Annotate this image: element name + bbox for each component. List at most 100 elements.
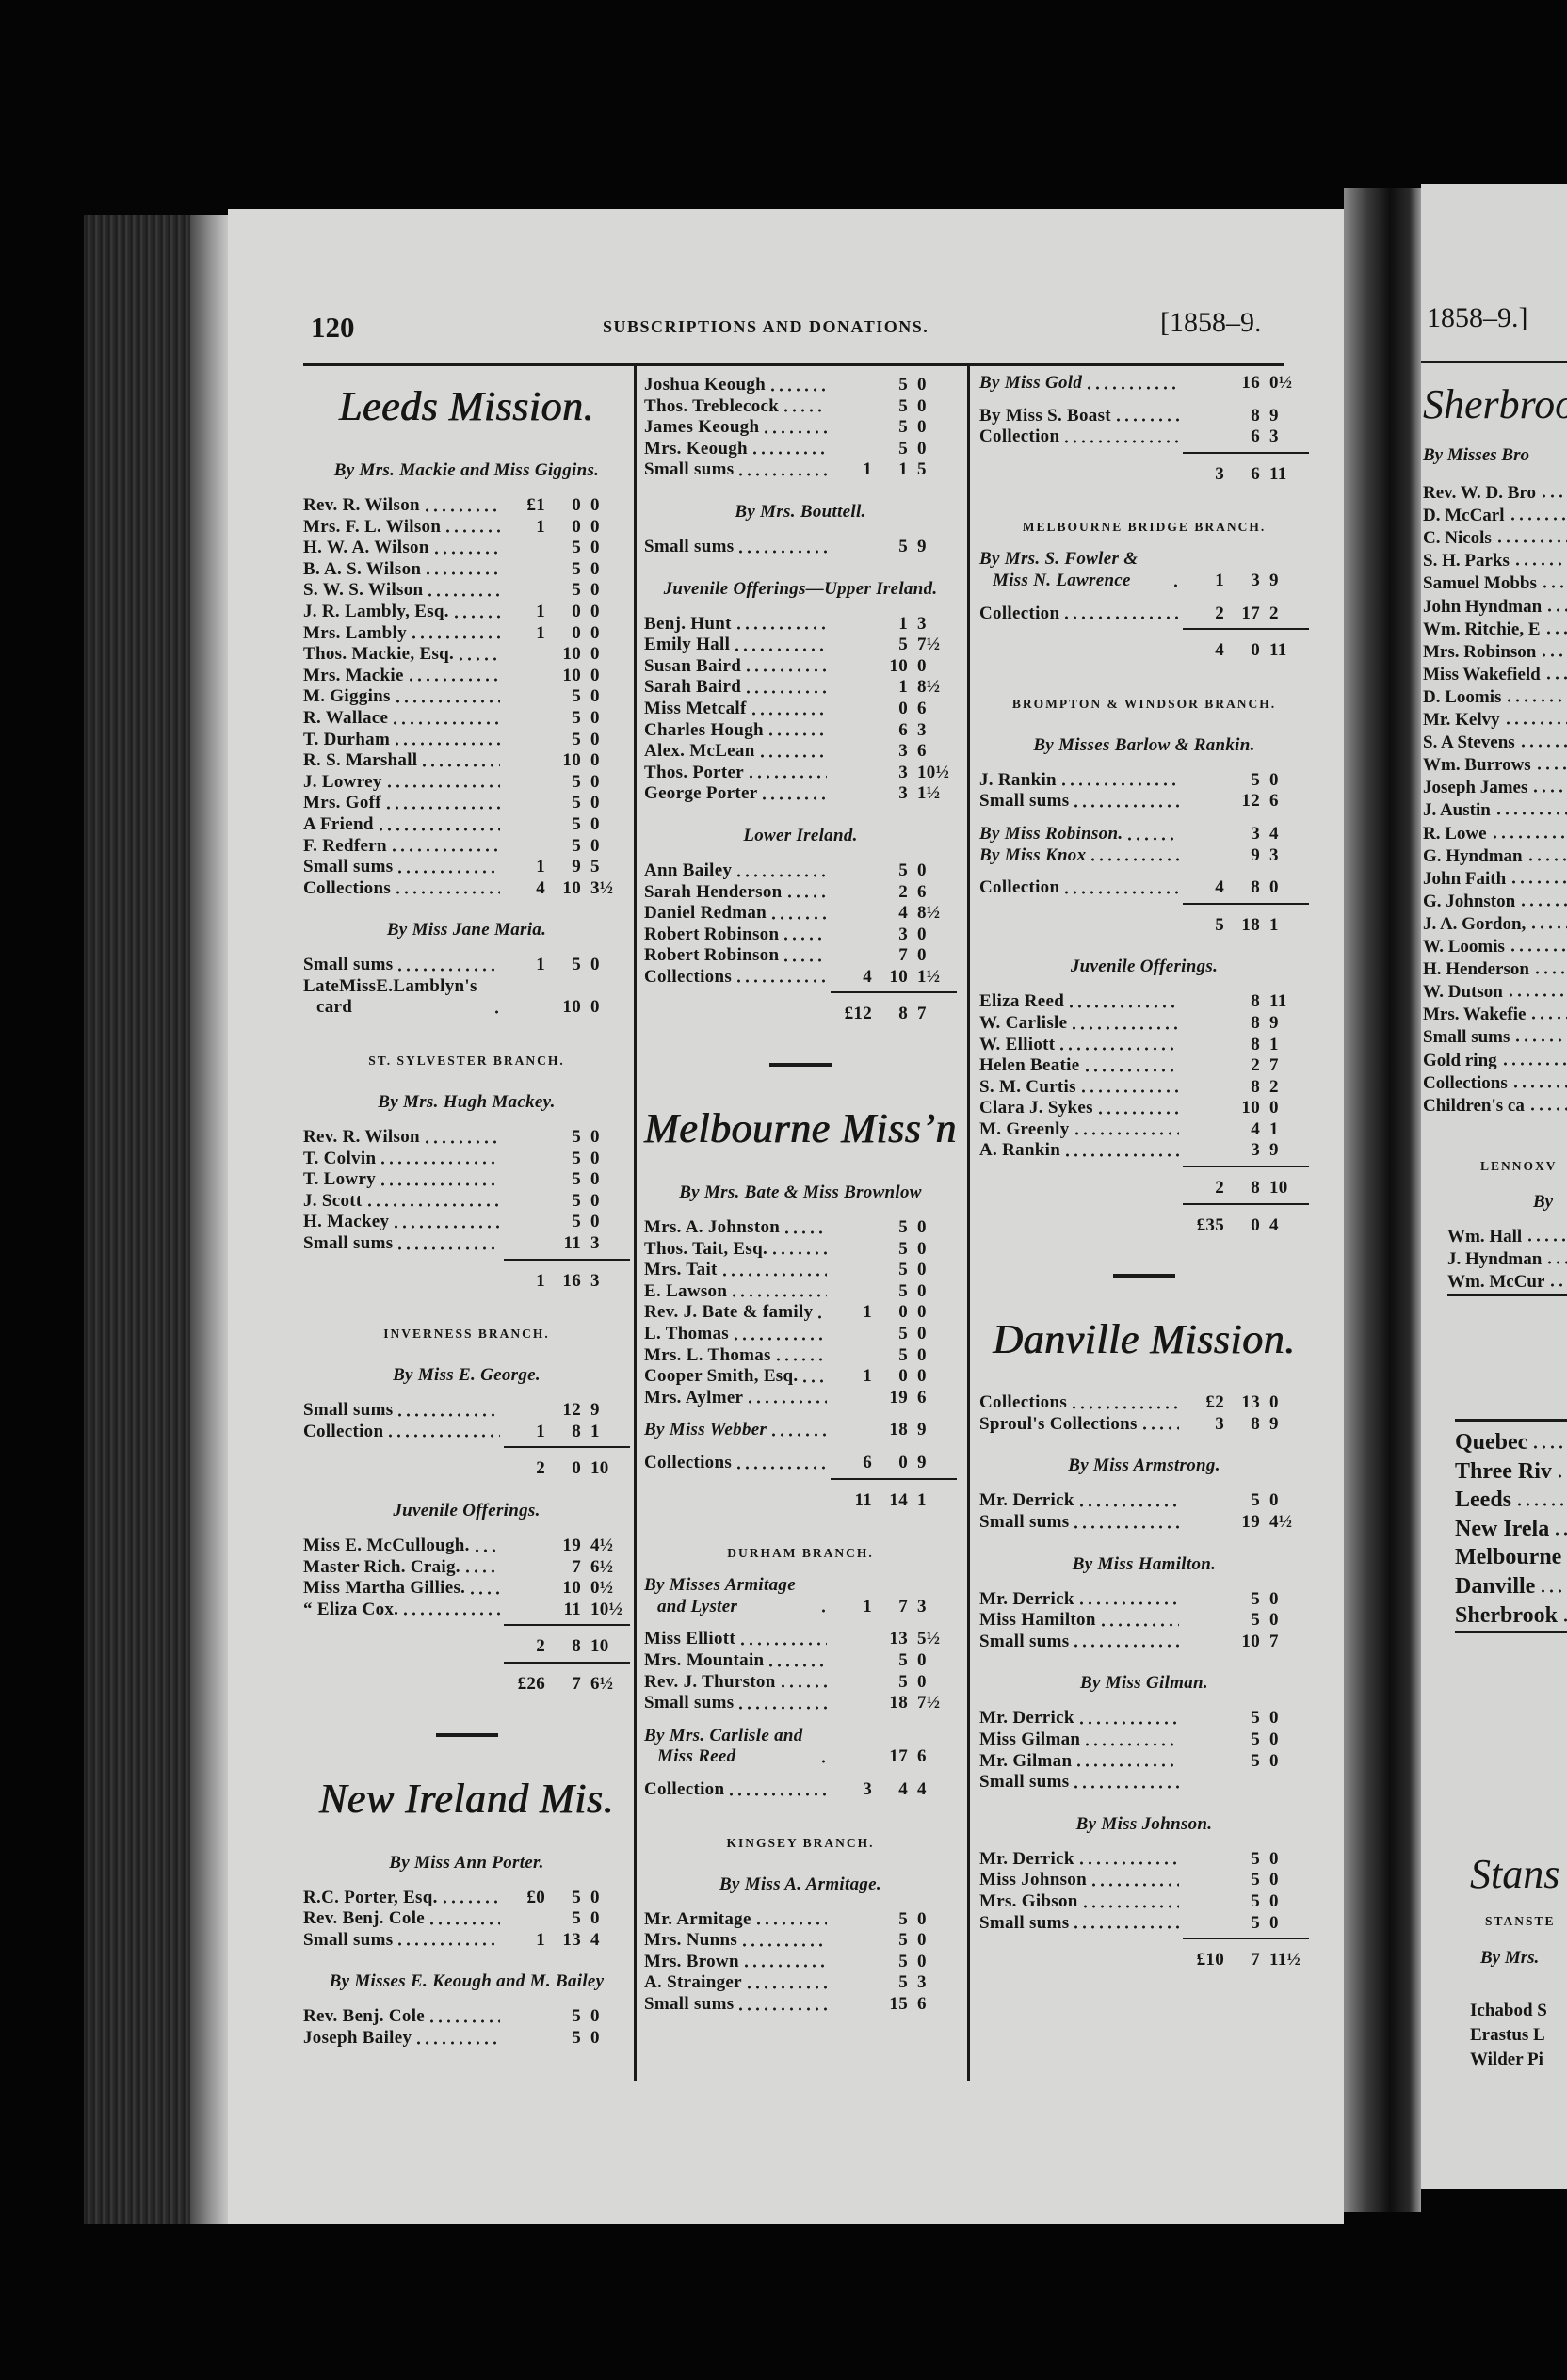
pence-value: 0 (590, 813, 600, 834)
pence-value: 0 (1269, 1490, 1279, 1511)
pounds-value (831, 1345, 872, 1367)
pounds-value (831, 537, 872, 558)
dot-leader (1500, 1061, 1567, 1066)
donor-name: Benj. Hunt (644, 613, 732, 634)
amount-columns: 18 9 (831, 1420, 957, 1441)
dot-leader (1553, 1531, 1567, 1536)
collector-byline: By Miss A. Armitage. (719, 1873, 881, 1894)
collector-byline: Juvenile Offerings—Upper Ireland. (663, 578, 938, 599)
subscription-entry: Mrs. Brown 5 0 (644, 1952, 957, 1973)
dot-leader (1076, 1601, 1179, 1606)
pence-value: 1 (1269, 1118, 1279, 1139)
pence-value: 7 (1269, 1631, 1279, 1651)
donor-name: Mrs. Lambly (303, 622, 407, 643)
pence-value: 10 (590, 1636, 609, 1657)
subscription-entry: Small sums 5 9 (644, 537, 957, 558)
dot-leader (391, 720, 500, 725)
donor-name: James Keough (644, 417, 760, 438)
shillings-value: 8 (1251, 1413, 1260, 1434)
donor-row: D. McCarl (1423, 505, 1567, 527)
dot-leader (1545, 607, 1567, 612)
subscription-entry: Mrs. F. L. Wilson 1 0 0 (303, 517, 630, 539)
donor-row: Ichabod S (1470, 2001, 1547, 2020)
pounds-value (831, 1281, 872, 1303)
subscription-entry: Collections 4 10 3½ (303, 878, 630, 900)
shillings-value: 8 (1251, 1034, 1260, 1054)
amount-columns: 18 7½ (831, 1693, 957, 1714)
shillings-value: 5 (572, 955, 581, 975)
pence-value: 0 (1269, 1392, 1279, 1413)
amount-columns: 7 6½ (504, 1557, 630, 1579)
dot-leader (1540, 585, 1567, 589)
pounds-value: 4 (1215, 877, 1224, 898)
donor-name: By Miss Knox (979, 844, 1087, 865)
shillings-value: 5 (898, 1930, 908, 1951)
branch-heading: ST. SYLVESTER BRANCH. (368, 1053, 565, 1069)
donor-name: Small sums (644, 536, 735, 556)
pence-value: 0 (590, 622, 600, 643)
pounds-value (1183, 406, 1224, 427)
dot-leader (782, 409, 827, 413)
subscription-entry: M. Greenly 4 1 (979, 1119, 1309, 1141)
dot-leader (1512, 562, 1567, 567)
pence-value: 0 (590, 665, 600, 685)
dot-leader (736, 472, 827, 476)
pounds-value (1183, 426, 1224, 448)
dot-leader (1063, 1153, 1179, 1158)
pence-value: 0 (917, 655, 927, 676)
shillings-value: 10 (1241, 1098, 1260, 1118)
donor-name: Small sums (979, 1631, 1070, 1651)
shillings-value: 5 (572, 729, 581, 749)
shillings-value: 1 (898, 459, 908, 480)
donor-name: W. Loomis (1423, 937, 1505, 957)
donor-name: Thos. Porter (644, 762, 744, 782)
donor-name: J. Austin (1423, 800, 1491, 821)
dot-leader (1098, 1622, 1179, 1627)
amount-columns: 1 16 3 (504, 1258, 630, 1293)
amount-columns: £12 8 7 (831, 991, 957, 1025)
collector-byline: By Mrs. Mackie and Miss Giggins. (333, 460, 600, 480)
donor-row: J. Austin (1423, 799, 1567, 822)
shillings-value: 0 (898, 1453, 908, 1472)
subscription-entry: Thos. Tait, Esq. 5 0 (644, 1239, 957, 1261)
pence-value: 0 (1269, 1610, 1279, 1631)
pounds-value (831, 1672, 872, 1694)
subscription-entry: Rev. R. Wilson £1 0 0 (303, 495, 630, 517)
donor-name: J. A. Gordon, (1423, 913, 1527, 934)
donor-name: Joseph James (1423, 778, 1528, 798)
shillings-value: 9 (572, 857, 581, 877)
shillings-value: 6 (898, 719, 908, 740)
pence-value: 3 (917, 1596, 927, 1616)
shillings-value: 5 (1251, 1750, 1260, 1771)
donor-name: Collection (303, 1421, 384, 1441)
pounds-value (504, 730, 545, 751)
pounds-value (831, 1629, 872, 1650)
shillings-value: 5 (1251, 1588, 1260, 1609)
dot-leader (753, 1922, 827, 1926)
dot-leader (760, 796, 827, 800)
amount-columns: 2 0 10 (504, 1446, 630, 1480)
pounds-value (1183, 1013, 1224, 1035)
pounds-value (831, 720, 872, 742)
amount-columns: 1 8½ (831, 677, 957, 699)
amount-columns: 11 14 1 (831, 1477, 957, 1512)
donor-name: Robert Robinson (644, 924, 780, 944)
donor-name: Small sums (644, 1693, 735, 1713)
dot-leader (778, 1684, 827, 1689)
subscription-entry: Charles Hough 6 3 (644, 720, 957, 742)
pence-value: 0 (590, 601, 600, 621)
donor-name: Miss Johnson (979, 1870, 1087, 1890)
dot-leader (784, 894, 827, 899)
shillings-value: 0 (898, 1366, 908, 1387)
dot-leader (468, 1590, 500, 1595)
page-year: [1858–9. (1160, 307, 1262, 338)
dot-leader (1089, 1882, 1179, 1887)
page-number: 120 (311, 311, 355, 344)
column-rule (967, 365, 970, 2081)
